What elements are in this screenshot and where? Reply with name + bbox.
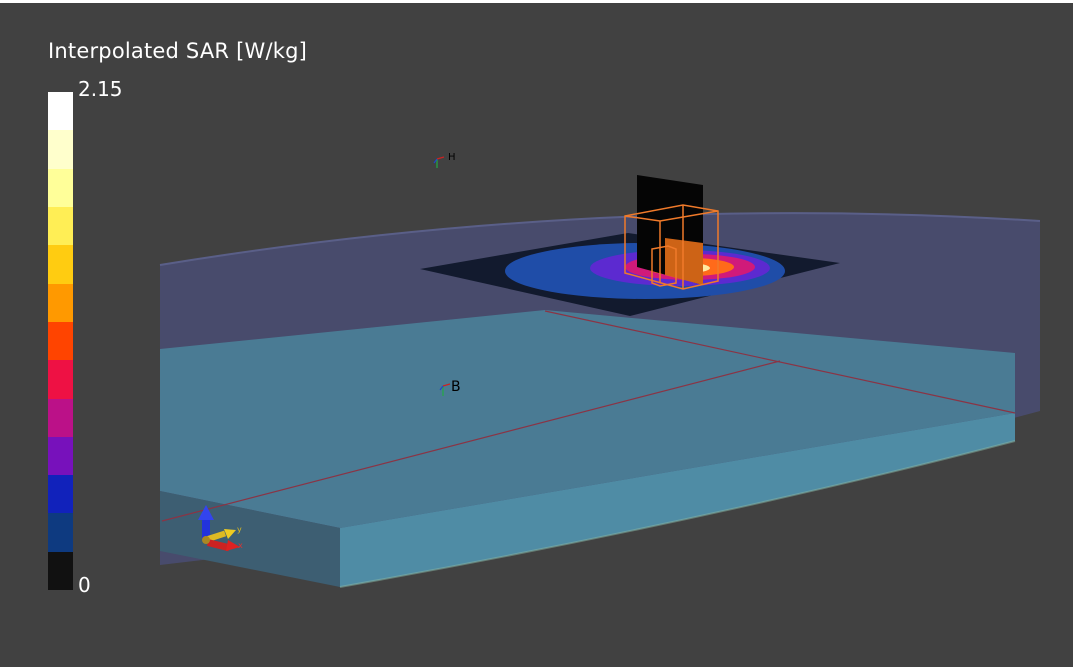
colorbar-title: Interpolated SAR [W/kg]	[48, 39, 307, 63]
colorbar-band	[48, 513, 73, 552]
colorbar-band	[48, 130, 73, 169]
colorbar-band	[48, 245, 73, 284]
colorbar-max-label: 2.15	[78, 77, 123, 101]
colorbar-band	[48, 551, 73, 591]
colorbar-band	[48, 360, 73, 399]
colorbar-band	[48, 398, 73, 437]
colorbar-band	[48, 283, 73, 322]
colorbar-band	[48, 92, 73, 131]
phantom-box-side	[340, 413, 1015, 587]
colorbar-band	[48, 436, 73, 476]
marker-b-label: B	[451, 379, 461, 395]
antenna-plate-lit	[665, 238, 703, 285]
colorbar-band	[48, 321, 73, 361]
colorbar	[48, 92, 73, 591]
marker-h[interactable]: H	[433, 152, 456, 168]
sar-scene[interactable]: H B y x	[0, 3, 1073, 670]
axis-x-label: x	[238, 541, 243, 550]
cylinder-top-rim	[159, 212, 1041, 266]
marker-b[interactable]: B	[439, 379, 461, 396]
axis-y-label: y	[237, 525, 242, 534]
phantom-box-top	[160, 310, 1015, 528]
colorbar-band	[48, 168, 73, 207]
guide-line-1	[161, 360, 781, 522]
colorbar-min-label: 0	[78, 573, 91, 597]
colorbar-band	[48, 206, 73, 246]
guide-line-2	[544, 310, 1016, 414]
colorbar-band	[48, 475, 73, 514]
marker-h-label: H	[448, 152, 456, 163]
phantom-front-edge-glow	[339, 440, 1016, 588]
axes-triad[interactable]: y x	[198, 505, 243, 552]
source-bounding-box	[624, 204, 719, 290]
